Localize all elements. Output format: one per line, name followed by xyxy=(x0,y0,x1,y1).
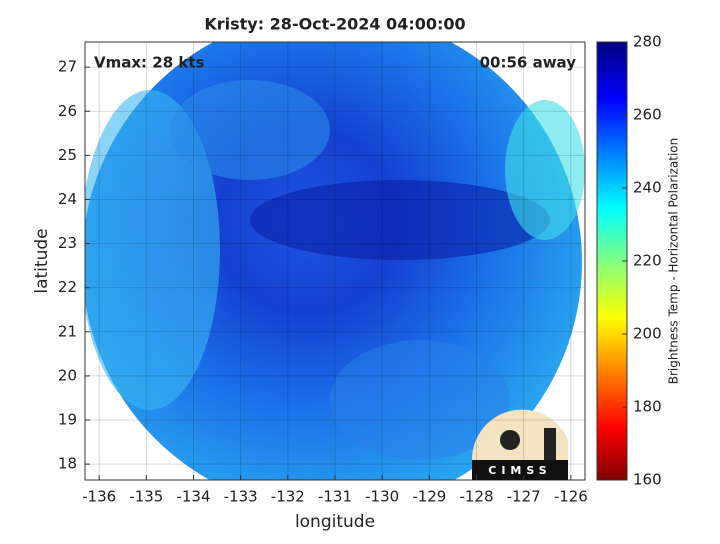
colorbar-tick-label: 200 xyxy=(633,325,662,343)
x-tick-label: -128 xyxy=(459,488,493,506)
x-tick-label: -132 xyxy=(271,488,305,506)
colorbar-tick-label: 160 xyxy=(633,471,662,489)
satellite-image xyxy=(85,42,585,480)
x-tick-label: -129 xyxy=(412,488,446,506)
x-tick-label: -130 xyxy=(365,488,399,506)
colorbar-tick-label: 180 xyxy=(633,398,662,416)
x-tick-label: -127 xyxy=(507,488,541,506)
y-tick-label: 27 xyxy=(58,58,77,76)
y-tick-label: 24 xyxy=(58,190,77,208)
colorbar-tick-label: 260 xyxy=(633,106,662,124)
colorbar-tick-label: 240 xyxy=(633,179,662,197)
y-tick-label: 19 xyxy=(58,411,77,429)
y-tick-label: 21 xyxy=(58,322,77,340)
chart-title: Kristy: 28-Oct-2024 04:00:00 xyxy=(204,15,465,34)
y-tick-label: 18 xyxy=(58,455,77,473)
y-tick-label: 22 xyxy=(58,278,77,296)
x-tick-label: -134 xyxy=(176,488,210,506)
colorbar-tick-label: 280 xyxy=(633,33,662,51)
y-tick-label: 26 xyxy=(58,102,77,120)
colorbar-tick-label: 220 xyxy=(633,252,662,270)
x-tick-label: -136 xyxy=(82,488,116,506)
y-tick-label: 23 xyxy=(58,234,77,252)
x-tick-label: -126 xyxy=(554,488,588,506)
x-tick-label: -131 xyxy=(318,488,352,506)
logo: CIMSS xyxy=(471,409,568,480)
y-tick-label: 25 xyxy=(58,146,77,164)
x-tick-label: -135 xyxy=(129,488,163,506)
x-axis-label: longitude xyxy=(295,512,375,532)
colorbar-label: Brightness Temp - Horizontal Polarizatio… xyxy=(667,138,681,385)
x-tick-label: -133 xyxy=(224,488,258,506)
y-axis-label: latitude xyxy=(32,228,52,293)
logo-text: CIMSS xyxy=(488,464,551,477)
y-tick-label: 20 xyxy=(58,366,77,384)
annotation: 00:56 away xyxy=(480,54,577,72)
annotation: Vmax: 28 kts xyxy=(94,54,204,72)
